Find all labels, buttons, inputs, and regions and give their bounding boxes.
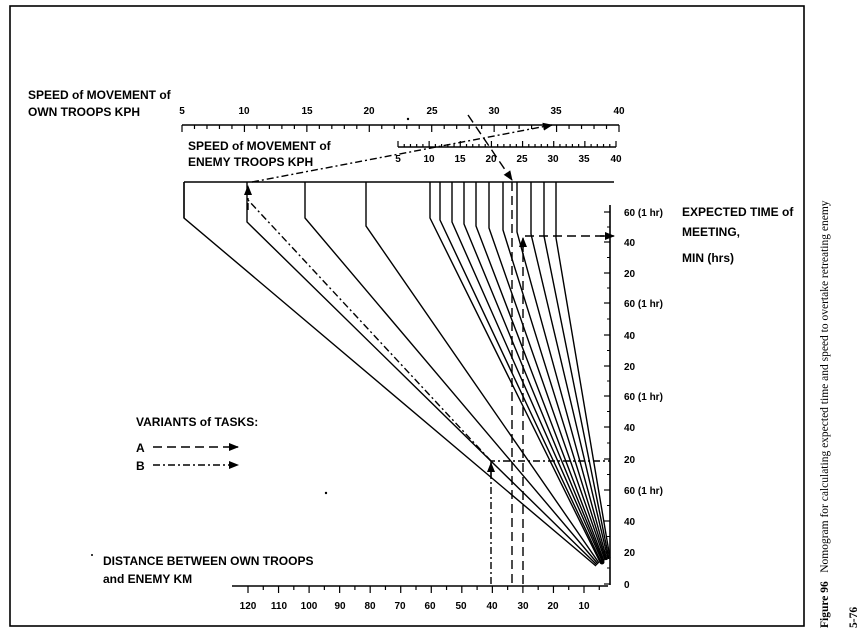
own-speed-tick-label: 20 [363,106,375,117]
distance-tick-label: 50 [455,601,467,612]
speed-fan-line [475,182,605,562]
time-title-line3: MIN (hrs) [682,251,734,265]
time-tick-label: 60 (1 hr) [624,486,663,497]
distance-tick-label: 10 [578,601,590,612]
distance-tick-label: 110 [271,601,288,612]
own-speed-tick-label: 25 [426,106,438,117]
scan-speck [91,554,93,556]
own-speed-tick-label: 5 [179,106,185,117]
speed-fan-line [488,182,606,561]
time-tick-label: 60 (1 hr) [624,299,663,310]
speed-fan-line [246,182,598,566]
time-tick-label: 0 [624,580,630,591]
speed-fan-line [555,182,611,559]
enemy-speed-tick-label: 30 [547,154,559,165]
speed-fan-line [502,182,607,561]
variant-a-path [467,114,615,584]
own-speed-tick-label: 40 [613,106,625,117]
distance-axis-ticks [247,586,600,593]
time-axis-labels: 60 (1 hr) 40 20 60 (1 hr) 40 20 60 (1 hr… [624,208,663,591]
distance-title-line2: and ENEMY KM [103,572,192,586]
enemy-speed-tick-label: 35 [578,154,590,165]
time-tick-label: 20 [624,455,636,466]
legend-b-label: B [136,459,145,473]
figure-border [9,5,805,627]
distance-tick-label: 120 [240,601,257,612]
page-number-text: 5-76 [848,607,860,628]
own-speed-scale: SPEED of MOVEMENT of OWN TROOPS KPH 5 10… [28,88,625,132]
time-tick-label: 60 (1 hr) [624,208,663,219]
time-tick-label: 40 [624,517,636,528]
time-scale: 60 (1 hr) 40 20 60 (1 hr) 40 20 60 (1 hr… [604,205,794,591]
enemy-speed-tick-label: 5 [395,154,401,165]
fan-focus-point [599,559,605,565]
enemy-speed-tick-label: 10 [423,154,435,165]
legend: VARIANTS of TASKS: A B [136,415,258,473]
time-tick-label: 40 [624,331,636,342]
time-tick-label: 60 (1 hr) [624,392,663,403]
own-speed-title-line1: SPEED of MOVEMENT of [28,88,172,102]
own-speed-tick-label: 35 [550,106,562,117]
time-tick-label: 20 [624,548,636,559]
scan-speck [406,117,410,121]
enemy-speed-title-line2: ENEMY TROOPS KPH [188,155,313,169]
distance-tick-label: 100 [301,601,318,612]
speed-fan-line [530,182,609,560]
enemy-speed-tick-label: 25 [516,154,528,165]
speed-fan-line [439,182,602,563]
legend-title: VARIANTS of TASKS: [136,415,258,429]
distance-tick-labels: 120 110 100 90 80 70 60 50 40 30 20 10 [240,601,590,612]
own-speed-ticks [181,125,620,132]
figure-caption: Figure 96 Nomogram for calculating expec… [815,200,832,628]
enemy-speed-ticks [397,141,617,147]
caption-text: Figure 96 Nomogram for calculating expec… [815,200,832,628]
distance-tick-label: 80 [364,601,376,612]
enemy-speed-tick-label: 15 [454,154,466,165]
distance-tick-label: 70 [394,601,406,612]
speed-fan-line [429,182,601,563]
variant-b-to-own [251,122,553,183]
caption-body: Nomogram for calculating expected time a… [819,200,831,573]
time-tick-label: 40 [624,238,636,249]
speed-fan-lines [183,182,611,567]
speed-fan-line [463,182,604,562]
enemy-speed-scale: SPEED of MOVEMENT of ENEMY TROOPS KPH 5 … [188,139,622,169]
legend-a-label: A [136,441,145,455]
speed-fan-line [183,182,597,567]
time-axis-ticks [604,211,610,585]
time-tick-label: 20 [624,362,636,373]
speed-fan-line [304,182,599,565]
distance-scale: DISTANCE BETWEEN OWN TROOPS and ENEMY KM… [103,554,608,612]
speed-fan-line [451,182,603,562]
distance-title-line1: DISTANCE BETWEEN OWN TROOPS [103,554,313,568]
page-number: 5-76 [848,607,860,628]
enemy-speed-tick-labels: 5 10 15 20 25 30 35 40 [395,154,622,165]
time-title-line2: MEETING, [682,225,740,239]
time-tick-label: 20 [624,269,636,280]
distance-tick-label: 60 [424,601,436,612]
time-title-line1: EXPECTED TIME of [682,205,794,219]
enemy-speed-tick-label: 40 [610,154,622,165]
time-tick-label: 40 [624,423,636,434]
variant-a-line [522,235,610,584]
speed-fan-line [516,182,608,561]
variant-b-diagonal [247,199,492,462]
variant-b-path [244,122,610,584]
scan-speck [324,491,328,495]
distance-tick-label: 40 [486,601,498,612]
own-speed-tick-label: 30 [488,106,500,117]
caption-figure-label: Figure 96 [819,581,831,628]
own-speed-title-line2: OWN TROOPS KPH [28,105,140,119]
enemy-speed-title-line1: SPEED of MOVEMENT of [188,139,332,153]
own-speed-tick-label: 15 [301,106,313,117]
own-speed-tick-labels: 5 10 15 20 25 30 35 40 [179,106,625,117]
own-speed-tick-label: 10 [238,106,250,117]
speed-fan-line [365,182,600,564]
enemy-speed-tick-label: 20 [485,154,497,165]
distance-tick-label: 90 [334,601,346,612]
distance-tick-label: 30 [517,601,529,612]
distance-tick-label: 20 [547,601,559,612]
